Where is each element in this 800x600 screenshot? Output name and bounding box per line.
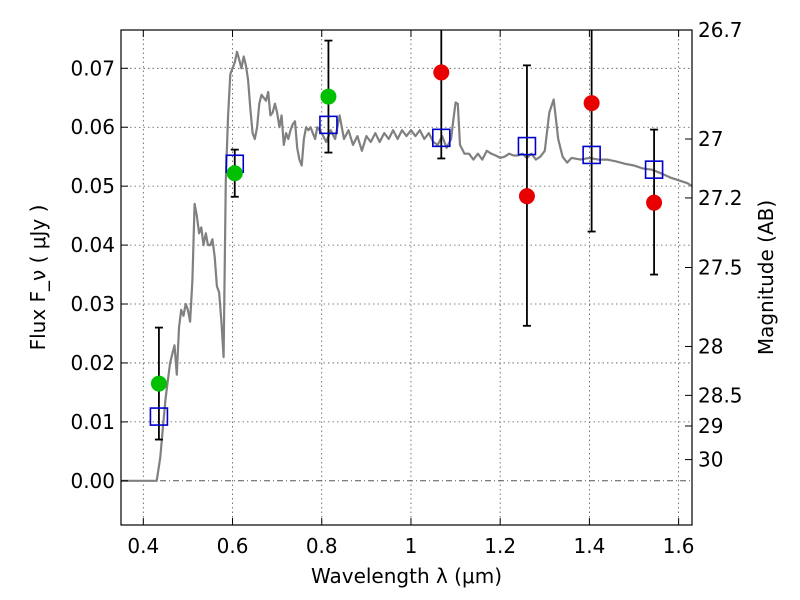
- model-spectrum-line: [121, 50, 692, 482]
- x-tick-label: 0.4: [127, 534, 159, 558]
- model-photometry-square: [319, 115, 338, 135]
- right-tick-label: 28: [698, 334, 723, 358]
- right-tick-label: 28.5: [698, 383, 743, 407]
- right-axis-label: Magnitude (AB): [754, 200, 778, 355]
- y-tick-label: 0.06: [70, 115, 115, 139]
- plot-area: [121, 30, 692, 482]
- model-photometry-square: [149, 407, 169, 426]
- x-tick-label: 0.8: [306, 534, 338, 558]
- axis-ticks: 0.4 0.6 0.8 1 1.2 1.4 1.6 0.00 0.01 0.02 0.03 0.04 0…: [70, 18, 742, 558]
- upper-limit-error-bar: [587, 30, 596, 233]
- x-tick-label: 1.6: [663, 534, 695, 558]
- y-tick-label: 0.05: [70, 174, 115, 198]
- x-tick-label: 0.6: [217, 534, 249, 558]
- right-tick-label: 26.7: [698, 18, 743, 42]
- axes-frame: [120, 29, 693, 526]
- y-tick-label: 0.01: [70, 410, 115, 434]
- detection-point: [320, 88, 337, 105]
- x-tick-label: 1.2: [484, 534, 516, 558]
- x-axis-label: Wavelength λ (μm): [311, 564, 502, 588]
- non-detection-point: [583, 95, 600, 112]
- data-layer: [121, 30, 692, 482]
- non-detection-point: [433, 64, 450, 81]
- right-tick-label: 30: [698, 448, 723, 472]
- x-tick-label: 1.4: [573, 534, 605, 558]
- y-tick-label: 0.04: [70, 233, 115, 257]
- model-photometry-square: [517, 136, 537, 156]
- model-photometry-square: [644, 160, 664, 179]
- non-detection-point: [518, 188, 535, 205]
- y-tick-label: 0.07: [70, 56, 115, 80]
- right-tick-label: 27.5: [698, 255, 743, 279]
- y-axis-label: Flux F_ν ( μJy ): [26, 205, 50, 351]
- y-tick-label: 0.00: [70, 469, 115, 493]
- x-tick-label: 1: [405, 534, 418, 558]
- grid-lines: [121, 30, 692, 525]
- model-photometry-square: [582, 145, 601, 165]
- detection-point: [150, 375, 167, 392]
- right-tick-label: 29: [698, 414, 723, 438]
- y-tick-label: 0.03: [70, 292, 115, 316]
- right-tick-label: 27: [698, 127, 723, 151]
- y-tick-label: 0.02: [70, 351, 115, 375]
- right-tick-label: 27.2: [698, 186, 743, 210]
- detection-point: [226, 165, 243, 182]
- model-photometry-square: [431, 128, 451, 148]
- non-detection-point: [646, 194, 663, 211]
